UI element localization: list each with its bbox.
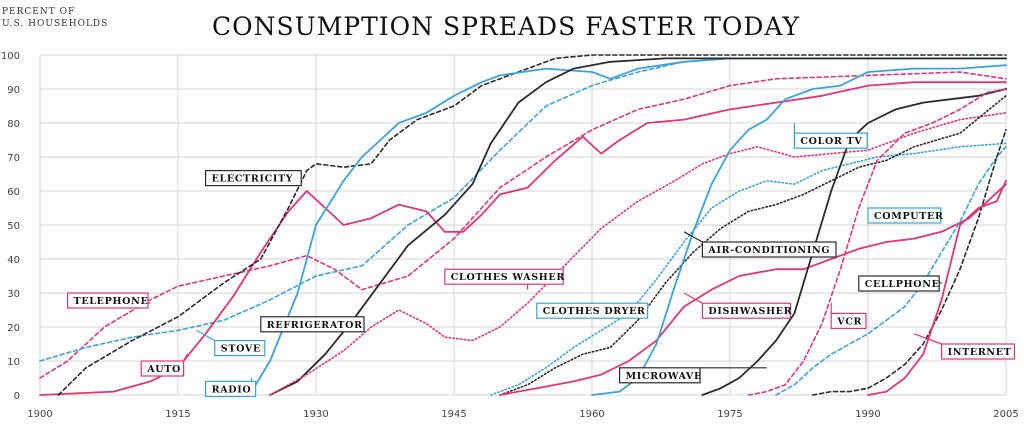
series-label-radio: RADIO (212, 384, 252, 395)
y-tick-label-80: 80 (7, 119, 20, 130)
x-tick-label-1990: 1990 (855, 409, 880, 420)
series-line-radio (241, 57, 1007, 396)
callout-box-cellphone (858, 275, 940, 292)
callout-leader-stove (196, 329, 216, 342)
y-axis-label-line-1: PERCENT OF (2, 7, 76, 17)
callout-box-radio (205, 380, 257, 397)
x-tick-label-1900: 1900 (27, 409, 52, 420)
chart-title: CONSUMPTION SPREADS FASTER TODAY (212, 12, 800, 41)
y-tick-label-10: 10 (7, 357, 20, 368)
series-line-clothes-dryer (490, 142, 1007, 396)
series-label-dishwasher: DISHWASHER (708, 306, 792, 317)
y-tick-label-30: 30 (7, 289, 20, 300)
series-line-vcr (747, 88, 1007, 396)
callout-box-vcr (830, 312, 867, 329)
callout-box-telephone (66, 292, 149, 309)
series-label-computer: COMPUTER (874, 211, 944, 222)
x-tick-label-1930: 1930 (303, 409, 328, 420)
series-line-color-tv (591, 64, 1007, 396)
y-tick-label-90: 90 (7, 85, 20, 96)
y-tick-label-100: 100 (1, 51, 20, 62)
callout-leader-dishwasher (683, 292, 703, 304)
callout-box-clothes-washer (444, 268, 564, 285)
callout-leader-auto (183, 353, 188, 362)
series-line-cellphone (812, 129, 1007, 396)
x-tick-label-1975: 1975 (717, 409, 742, 420)
series-line-dishwasher (499, 183, 1007, 396)
callout-box-refrigerator (260, 316, 365, 333)
series-line-computer (775, 146, 1007, 396)
callout-box-electricity (205, 170, 302, 187)
series-label-air-conditioning: AIR-CONDITIONING (707, 245, 830, 256)
y-tick-label-50: 50 (7, 221, 20, 232)
series-line-internet (867, 179, 1007, 396)
x-tick-label-2005: 2005 (993, 409, 1018, 420)
callout-box-color-tv (793, 132, 868, 149)
callout-box-internet (940, 343, 1015, 360)
series-label-vcr: VCR (836, 316, 862, 327)
series-line-air-conditioning (499, 95, 1007, 396)
callout-leader-air-conditioning (683, 231, 703, 243)
callout-box-dishwasher (701, 302, 792, 319)
y-tick-label-40: 40 (7, 255, 20, 266)
y-tick-label-60: 60 (7, 187, 20, 198)
callout-box-stove (214, 340, 266, 357)
y-tick-label-0: 0 (14, 391, 20, 402)
y-axis-label: PERCENT OF U.S. HOUSEHOLDS (2, 6, 108, 30)
x-tick-label-1945: 1945 (441, 409, 466, 420)
x-tick-label-1915: 1915 (165, 409, 190, 420)
series-label-clothes-dryer: CLOTHES DRYER (543, 306, 646, 317)
series-label-cellphone: CELLPHONE (865, 279, 940, 290)
y-tick-label-70: 70 (7, 153, 20, 164)
series-line-auto (39, 81, 1007, 396)
series-label-electricity: ELECTRICITY (212, 174, 294, 185)
series-label-auto: AUTO (146, 364, 181, 375)
y-axis-label-line-2: U.S. HOUSEHOLDS (2, 19, 109, 29)
callout-box-microwave (618, 367, 701, 384)
series-line-telephone (39, 71, 1007, 379)
callout-box-clothes-dryer (536, 302, 649, 319)
callout-box-air-conditioning (701, 241, 837, 258)
callout-box-auto (140, 360, 185, 377)
series-line-microwave (701, 88, 1007, 396)
series-label-stove: STOVE (221, 344, 261, 355)
series-line-clothes-washer (269, 112, 1007, 396)
series-label-telephone: TELEPHONE (74, 296, 149, 307)
series-label-color-tv: COLOR TV (800, 136, 862, 147)
callout-box-computer (867, 207, 942, 224)
series-label-microwave: MICROWAVE (626, 371, 702, 382)
x-tick-label-1960: 1960 (579, 409, 604, 420)
series-label-refrigerator: REFRIGERATOR (267, 320, 363, 331)
y-tick-label-20: 20 (7, 323, 20, 334)
series-label-clothes-washer: CLOTHES WASHER (451, 272, 565, 283)
series-label-internet: INTERNET (948, 347, 1012, 358)
callout-leader-internet (913, 333, 942, 345)
